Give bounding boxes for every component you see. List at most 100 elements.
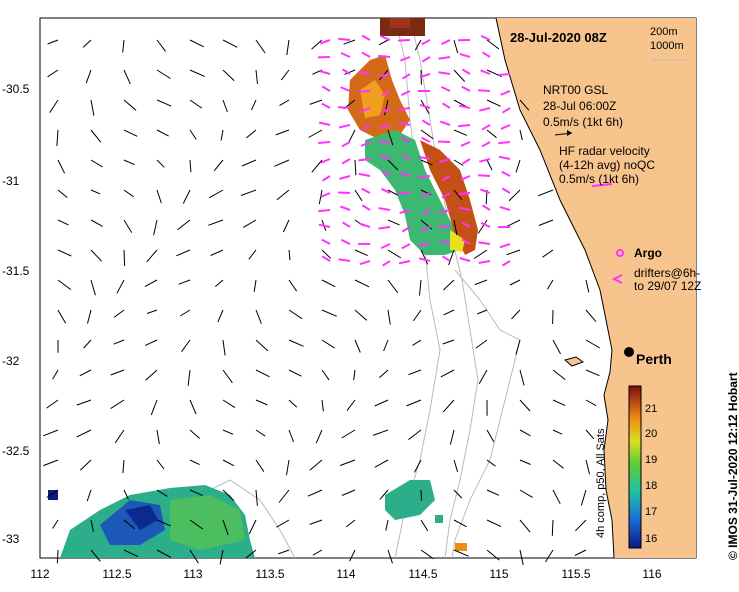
hf-arrow [498, 141, 511, 145]
hf-arrow [501, 187, 511, 194]
gsl-arrow [307, 489, 323, 497]
hf-arrow [320, 158, 331, 164]
gsl-arrow [486, 429, 495, 443]
gsl-arrow [123, 159, 135, 166]
gsl-arrow [321, 399, 324, 412]
hf-arrow [318, 209, 331, 213]
gsl-arrow [420, 549, 434, 560]
gsl-arrow [116, 279, 125, 294]
gsl-arrow [279, 99, 290, 107]
gsl-legend-time: 28-Jul 06:00Z [543, 99, 617, 113]
gsl-arrow [274, 159, 290, 167]
gsl-arrow [552, 339, 561, 355]
gsl-arrow [156, 159, 165, 168]
depth-legend-1000m: 1000m [650, 40, 684, 52]
gsl-arrow [354, 339, 361, 353]
hf-arrow [321, 85, 331, 92]
gsl-arrow [80, 459, 92, 471]
hf-arrow [458, 124, 471, 128]
gsl-arrow [90, 279, 96, 296]
hf-arrow [338, 124, 351, 129]
gsl-arrow [585, 279, 590, 293]
gsl-arrow [486, 99, 501, 107]
gsl-arrow [453, 489, 463, 499]
gsl-arrow [57, 249, 72, 257]
hf-arrow [341, 221, 351, 228]
gsl-arrow [453, 459, 459, 472]
hf-arrow [360, 107, 371, 113]
gsl-arrow [420, 159, 433, 166]
hf-arrow [480, 188, 491, 194]
gsl-arrow [372, 429, 389, 436]
gsl-arrow [309, 519, 323, 525]
gsl-arrow [552, 399, 566, 407]
gsl-arrow [378, 369, 389, 379]
gsl-arrow [46, 399, 59, 409]
gsl-arrow [90, 99, 95, 116]
gsl-arrow [90, 219, 103, 227]
gsl-arrow [478, 369, 488, 384]
y-tick-label: -31.5 [2, 264, 30, 278]
hf-arrow [318, 141, 331, 144]
gsl-arrow [153, 219, 158, 236]
y-tick-label: -33 [2, 532, 20, 546]
gsl-arrow [406, 399, 422, 407]
gsl-arrow [178, 279, 191, 285]
hf-arrow [498, 155, 511, 160]
hf-arrow [421, 119, 431, 126]
gsl-arrow [552, 369, 566, 380]
gsl-arrow [311, 159, 323, 173]
gsl-arrow [585, 399, 597, 407]
gsl-arrow [144, 339, 158, 346]
hf-arrow [381, 260, 391, 267]
gsl-arrow [248, 519, 257, 535]
gsl-arrow [241, 159, 257, 167]
x-tick-label: 114 [336, 567, 356, 581]
hf-arrow [478, 241, 491, 245]
drifters-legend-line2: to 29/07 12Z [634, 279, 702, 293]
gsl-arrow [208, 219, 224, 226]
hf-arrow [461, 68, 471, 75]
gsl-arrow [189, 549, 199, 564]
gsl-legend-name: NRT00 GSL [543, 83, 609, 97]
credit-text: © IMOS 31-Jul-2020 12:12 Hobart [726, 372, 739, 560]
gsl-arrow [52, 369, 59, 380]
gsl-arrow [414, 39, 422, 51]
hf-arrow [361, 34, 371, 41]
gsl-arrow [318, 189, 323, 205]
map-title: 28-Jul-2020 08Z [510, 30, 607, 45]
gsl-arrow [486, 549, 500, 561]
gsl-arrow [585, 429, 595, 440]
gsl-arrow [546, 279, 554, 290]
hf-arrow [440, 239, 451, 245]
hf-arrow [461, 158, 471, 165]
gsl-arrow [123, 249, 126, 267]
gsl-arrow [354, 159, 357, 176]
gsl-arrow [189, 39, 205, 48]
gsl-arrow [146, 249, 158, 263]
gsl-arrow [113, 339, 125, 345]
gsl-arrow [76, 399, 92, 406]
hf-arrow [441, 192, 451, 199]
hf-arrow [418, 257, 431, 262]
gsl-arrow [189, 519, 204, 530]
gsl-arrow [85, 69, 92, 84]
hf-arrow [441, 175, 451, 182]
y-tick-label: -30.5 [2, 82, 30, 96]
hf-arrow [478, 89, 491, 92]
gsl-arrow [473, 249, 488, 259]
gsl-arrow [515, 159, 521, 173]
gsl-arrow [219, 549, 224, 565]
gsl-arrow [477, 309, 488, 315]
gsl-arrow [123, 489, 129, 500]
gsl-arrow [309, 99, 323, 105]
gsl-arrow [255, 459, 265, 472]
hf-radar-vectors [317, 34, 511, 267]
x-tick-label: 112 [30, 567, 50, 581]
gsl-arrow [519, 429, 531, 437]
perth-marker [624, 347, 634, 357]
gsl-arrow [519, 399, 531, 412]
gsl-arrow [374, 399, 389, 407]
gsl-arrow [123, 189, 134, 198]
hf-arrow [439, 120, 451, 126]
